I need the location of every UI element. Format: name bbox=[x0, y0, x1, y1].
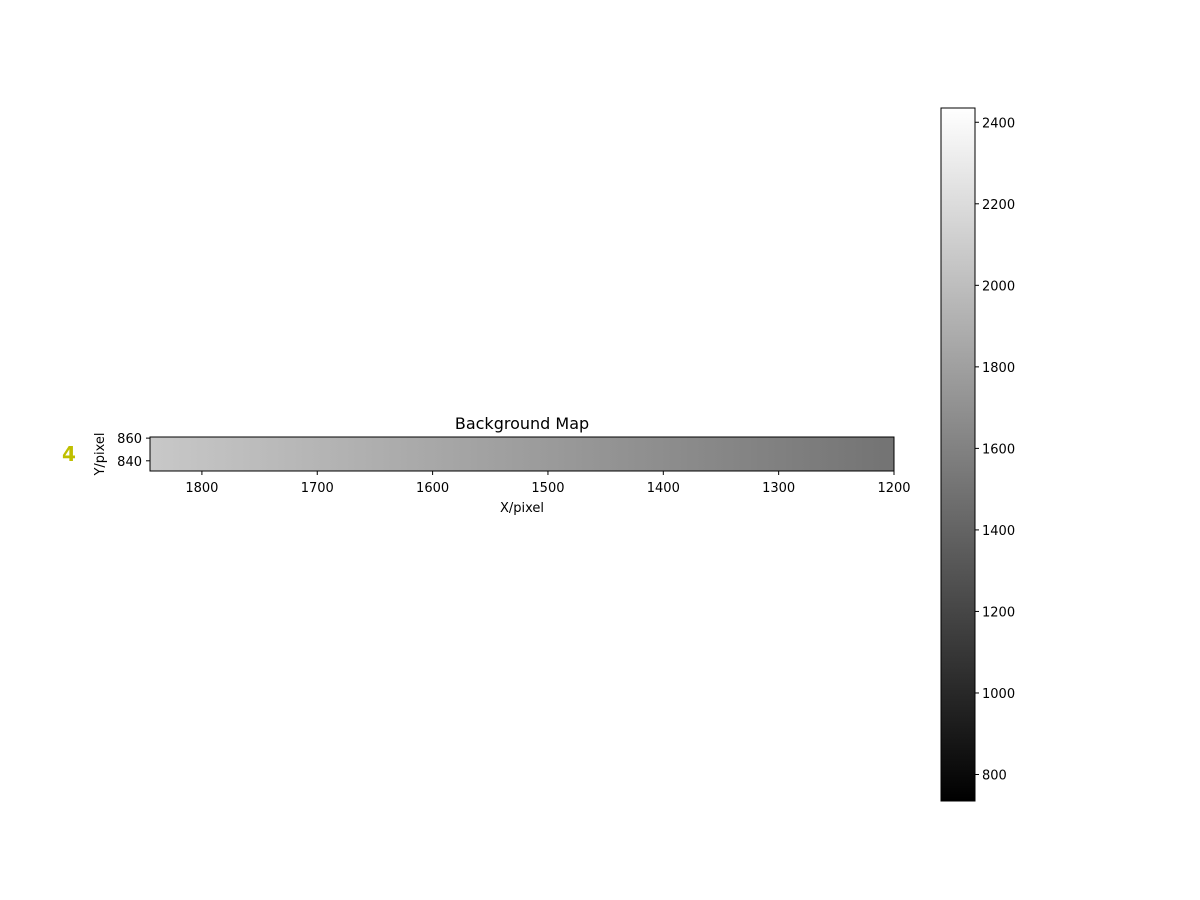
x-tick-label: 1200 bbox=[877, 481, 910, 496]
y-tick-label: 840 bbox=[117, 455, 142, 470]
colorbar-ticks: 800 1000 1200 1400 1600 1800 2000 2200 2400 bbox=[975, 116, 1015, 784]
y-axis-label: Y/pixel bbox=[93, 432, 108, 476]
x-axis-ticks: 1800 1700 1600 1500 1400 1300 1200 bbox=[185, 471, 911, 496]
colorbar-frame bbox=[940, 107, 976, 802]
colorbar-tick-label: 1200 bbox=[982, 605, 1015, 620]
background-map-image bbox=[150, 437, 894, 471]
x-tick-label: 1400 bbox=[647, 481, 680, 496]
colorbar-tick-label: 1000 bbox=[982, 687, 1015, 702]
panel-label: 4 bbox=[62, 442, 76, 466]
colorbar-tick-label: 2400 bbox=[982, 116, 1015, 131]
colorbar-gradient bbox=[941, 108, 975, 801]
x-axis-label: X/pixel bbox=[500, 501, 544, 516]
colorbar-tick-label: 2000 bbox=[982, 279, 1015, 294]
x-tick-label: 1300 bbox=[762, 481, 795, 496]
colorbar-tick-label: 1400 bbox=[982, 524, 1015, 539]
plot-frame bbox=[149, 436, 895, 472]
colorbar-tick-label: 2200 bbox=[982, 198, 1015, 213]
y-axis-ticks: 840 860 bbox=[117, 432, 150, 470]
x-tick-label: 1700 bbox=[301, 481, 334, 496]
colorbar-tick-label: 800 bbox=[982, 769, 1007, 784]
colorbar-tick-label: 1800 bbox=[982, 361, 1015, 376]
y-tick-label: 860 bbox=[117, 432, 142, 447]
x-tick-label: 1500 bbox=[531, 481, 564, 496]
chart-title: Background Map bbox=[455, 414, 589, 433]
x-tick-label: 1600 bbox=[416, 481, 449, 496]
x-tick-label: 1800 bbox=[185, 481, 218, 496]
colorbar-tick-label: 1600 bbox=[982, 442, 1015, 457]
